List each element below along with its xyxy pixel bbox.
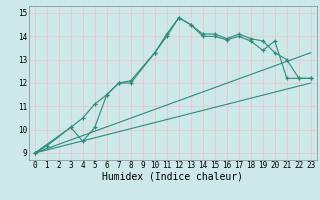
X-axis label: Humidex (Indice chaleur): Humidex (Indice chaleur) <box>102 172 243 182</box>
